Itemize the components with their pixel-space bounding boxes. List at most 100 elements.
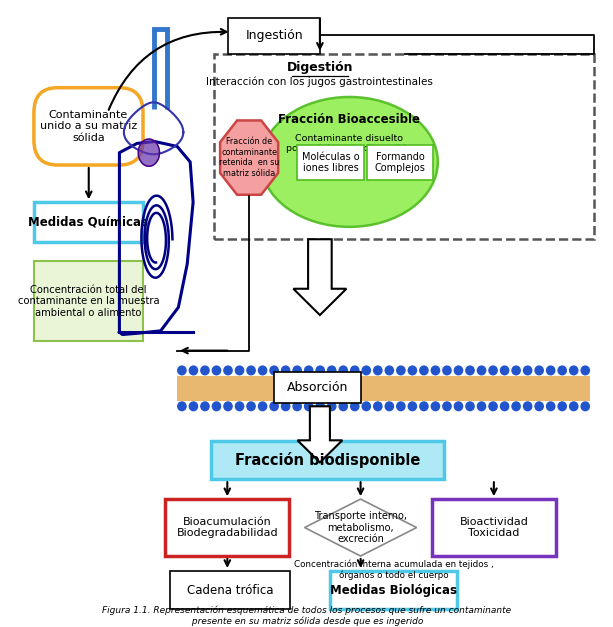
Circle shape bbox=[535, 402, 543, 411]
Text: Formando
Complejos: Formando Complejos bbox=[375, 152, 425, 173]
Circle shape bbox=[281, 402, 290, 411]
Bar bbox=[170, 571, 291, 609]
Text: Ingestión: Ingestión bbox=[245, 29, 303, 42]
Polygon shape bbox=[297, 406, 342, 463]
Bar bbox=[330, 571, 457, 609]
Circle shape bbox=[385, 366, 394, 375]
Polygon shape bbox=[305, 499, 417, 556]
Circle shape bbox=[247, 366, 255, 375]
Polygon shape bbox=[139, 139, 159, 166]
Circle shape bbox=[293, 366, 301, 375]
Text: Bioactividad
Toxicidad: Bioactividad Toxicidad bbox=[459, 517, 528, 539]
Circle shape bbox=[259, 366, 267, 375]
Circle shape bbox=[212, 402, 221, 411]
Text: Contaminante disuelto
potencialmente disponible: Contaminante disuelto potencialmente dis… bbox=[286, 134, 413, 153]
Circle shape bbox=[374, 402, 382, 411]
Circle shape bbox=[454, 402, 463, 411]
Circle shape bbox=[512, 402, 520, 411]
Circle shape bbox=[558, 402, 566, 411]
Circle shape bbox=[212, 366, 221, 375]
Circle shape bbox=[466, 402, 474, 411]
Bar bbox=[166, 499, 289, 556]
Circle shape bbox=[259, 402, 267, 411]
Text: Bioacumulación
Biodegradabilidad: Bioacumulación Biodegradabilidad bbox=[177, 517, 278, 539]
Bar bbox=[34, 261, 143, 341]
Circle shape bbox=[281, 366, 290, 375]
Circle shape bbox=[201, 402, 209, 411]
Circle shape bbox=[305, 402, 313, 411]
Bar bbox=[211, 441, 444, 479]
Bar bbox=[177, 376, 590, 401]
Circle shape bbox=[362, 402, 370, 411]
Circle shape bbox=[500, 402, 509, 411]
Circle shape bbox=[235, 402, 243, 411]
Bar bbox=[297, 145, 364, 180]
Circle shape bbox=[270, 402, 278, 411]
Circle shape bbox=[443, 366, 451, 375]
Ellipse shape bbox=[261, 97, 438, 227]
Circle shape bbox=[339, 366, 348, 375]
Text: Concentración total del
contaminante en la muestra
ambiental o alimento: Concentración total del contaminante en … bbox=[18, 285, 159, 318]
Bar bbox=[34, 202, 143, 243]
Circle shape bbox=[316, 402, 324, 411]
Bar bbox=[229, 18, 320, 54]
Circle shape bbox=[397, 402, 405, 411]
Circle shape bbox=[569, 402, 578, 411]
Circle shape bbox=[547, 402, 555, 411]
Circle shape bbox=[443, 402, 451, 411]
Circle shape bbox=[478, 402, 485, 411]
Circle shape bbox=[408, 366, 416, 375]
Circle shape bbox=[454, 366, 463, 375]
Bar bbox=[367, 145, 433, 180]
Text: Contaminante
unido a su matriz
sólida: Contaminante unido a su matriz sólida bbox=[40, 110, 137, 143]
Bar bbox=[432, 499, 556, 556]
Text: Moléculas o
iones libres: Moléculas o iones libres bbox=[302, 152, 359, 173]
Circle shape bbox=[581, 366, 589, 375]
Circle shape bbox=[478, 366, 485, 375]
Text: Cadena trófica: Cadena trófica bbox=[187, 584, 273, 596]
Circle shape bbox=[224, 402, 232, 411]
Circle shape bbox=[385, 402, 394, 411]
Circle shape bbox=[524, 402, 531, 411]
Circle shape bbox=[201, 366, 209, 375]
Circle shape bbox=[235, 366, 243, 375]
Text: Fracción Bioaccesible: Fracción Bioaccesible bbox=[278, 113, 421, 127]
Circle shape bbox=[408, 402, 416, 411]
Circle shape bbox=[581, 402, 589, 411]
Polygon shape bbox=[294, 240, 346, 315]
Text: Medidas Biológicas: Medidas Biológicas bbox=[330, 584, 457, 596]
Circle shape bbox=[178, 366, 186, 375]
Circle shape bbox=[420, 366, 428, 375]
Circle shape bbox=[432, 366, 440, 375]
Text: Digestión: Digestión bbox=[287, 61, 353, 75]
Circle shape bbox=[500, 366, 509, 375]
FancyBboxPatch shape bbox=[34, 88, 143, 165]
Circle shape bbox=[466, 366, 474, 375]
Circle shape bbox=[420, 402, 428, 411]
Circle shape bbox=[535, 366, 543, 375]
Circle shape bbox=[189, 402, 197, 411]
Circle shape bbox=[351, 366, 359, 375]
Text: Fracción de
contaminante
retenida  en su
matriz sólida: Fracción de contaminante retenida en su … bbox=[219, 137, 280, 177]
Circle shape bbox=[489, 366, 497, 375]
Circle shape bbox=[247, 402, 255, 411]
Text: Medidas Químicas: Medidas Químicas bbox=[28, 216, 148, 229]
Circle shape bbox=[305, 366, 313, 375]
Circle shape bbox=[270, 366, 278, 375]
Circle shape bbox=[327, 366, 336, 375]
Bar bbox=[214, 54, 594, 240]
Text: Figura 1.1. Representación esquemática de todos los procesos que sufre un contam: Figura 1.1. Representación esquemática d… bbox=[102, 605, 511, 626]
Circle shape bbox=[224, 366, 232, 375]
Text: Absorción: Absorción bbox=[287, 381, 348, 394]
Circle shape bbox=[524, 366, 531, 375]
Circle shape bbox=[397, 366, 405, 375]
Circle shape bbox=[327, 402, 336, 411]
Bar bbox=[274, 372, 361, 403]
Circle shape bbox=[558, 366, 566, 375]
Polygon shape bbox=[220, 120, 278, 195]
Circle shape bbox=[351, 402, 359, 411]
Circle shape bbox=[569, 366, 578, 375]
Text: Fracción biodisponible: Fracción biodisponible bbox=[235, 452, 420, 468]
Text: Transporte interno,
metabolismo,
excreción: Transporte interno, metabolismo, excreci… bbox=[314, 511, 407, 544]
Circle shape bbox=[547, 366, 555, 375]
